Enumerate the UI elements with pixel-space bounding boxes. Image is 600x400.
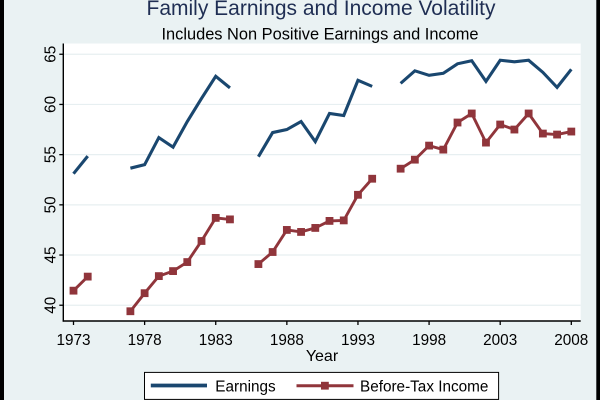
svg-text:Earnings: Earnings [215, 378, 276, 395]
svg-text:40: 40 [43, 297, 60, 314]
svg-text:Family Earnings and Income Vol: Family Earnings and Income Volatility [147, 0, 496, 20]
svg-text:Before-Tax Income: Before-Tax Income [360, 378, 488, 395]
svg-text:55: 55 [43, 146, 60, 163]
svg-text:1978: 1978 [128, 332, 162, 349]
svg-text:1973: 1973 [56, 332, 90, 349]
svg-text:1983: 1983 [199, 332, 233, 349]
svg-text:1998: 1998 [412, 332, 446, 349]
svg-text:2003: 2003 [483, 332, 517, 349]
svg-text:1993: 1993 [341, 332, 375, 349]
svg-text:45: 45 [43, 247, 60, 264]
svg-text:Year: Year [306, 348, 339, 365]
svg-text:60: 60 [43, 96, 60, 113]
svg-text:2008: 2008 [554, 332, 588, 349]
svg-text:65: 65 [43, 46, 60, 63]
svg-text:50: 50 [43, 196, 60, 213]
svg-text:Includes Non Positive Earnings: Includes Non Positive Earnings and Incom… [161, 26, 478, 44]
svg-text:1988: 1988 [270, 332, 304, 349]
